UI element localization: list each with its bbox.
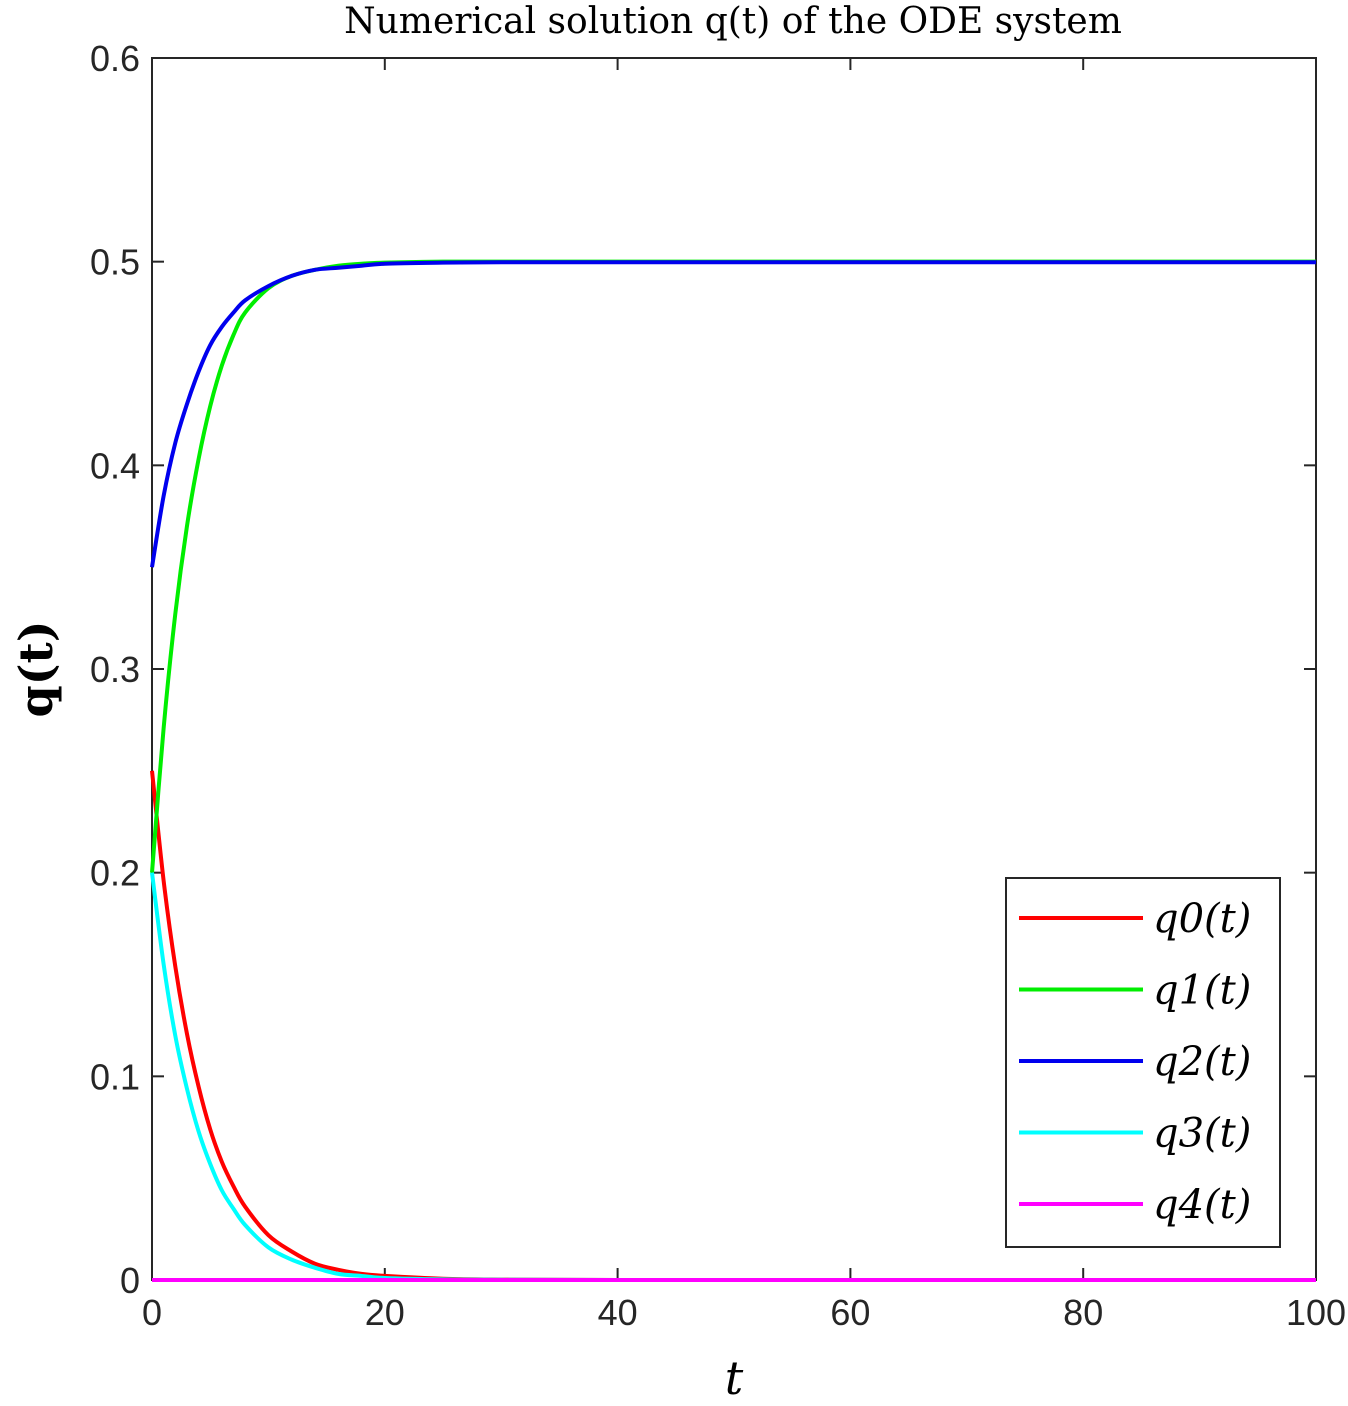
y-tick-label: 0.2 [90,853,140,894]
x-tick-label: 100 [1286,1292,1346,1333]
series-line-q2 [150,260,1316,568]
legend-label-q0: q0(t) [1153,896,1251,942]
x-tick-label: 0 [142,1292,162,1333]
legend-label-q4: q4(t) [1153,1182,1251,1228]
legend-label-q1: q1(t) [1153,968,1251,1014]
series-lines [150,259,1316,1283]
legend-label-q2: q2(t) [1153,1039,1251,1085]
y-tick-label: 0 [120,1260,140,1301]
legend-label-q3: q3(t) [1153,1111,1251,1157]
y-tick-label: 0.3 [90,649,140,690]
y-tick-label: 0.6 [90,38,140,79]
chart-title: Numerical solution q(t) of the ODE syste… [344,1,1122,42]
y-tick-labels: 0 0.1 0.2 0.3 0.4 0.5 0.6 [90,38,140,1301]
x-tick-label: 40 [598,1292,638,1333]
x-axis-label: t [725,1351,744,1405]
x-tick-label: 20 [365,1292,405,1333]
y-tick-label: 0.4 [90,445,140,486]
x-tick-label: 60 [830,1292,870,1333]
y-tick-label: 0.5 [90,242,140,283]
x-tick-labels: 0 20 40 60 80 100 [142,1292,1346,1333]
x-tick-label: 80 [1063,1292,1103,1333]
legend: q0(t) q1(t) q2(t) q3(t) q4(t) [1005,877,1281,1248]
y-axis-label: q(t) [9,621,63,718]
y-tick-label: 0.1 [90,1056,140,1097]
